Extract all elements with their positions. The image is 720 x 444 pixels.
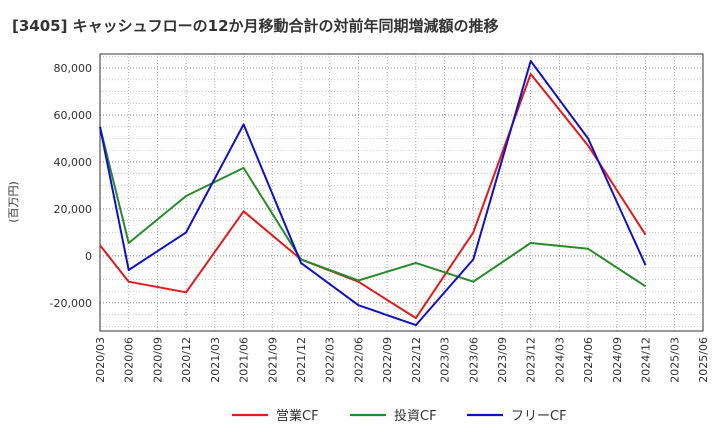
x-tick-label: 2024/06: [582, 337, 595, 383]
x-tick-label: 2023/12: [525, 337, 538, 383]
x-tick-label: 2021/12: [295, 337, 308, 383]
x-tick-label: 2020/12: [180, 337, 193, 383]
x-tick-label: 2021/06: [238, 337, 251, 383]
x-tick-label: 2022/12: [410, 337, 423, 383]
legend-label: 投資CF: [394, 408, 437, 424]
x-tick-label: 2020/06: [123, 337, 136, 383]
x-tick-label: 2021/09: [266, 337, 279, 383]
chart-title: [3405] キャッシュフローの12か月移動合計の対前年同期増減額の推移: [12, 17, 499, 35]
x-tick-label: 2022/09: [381, 337, 394, 383]
x-tick-label: 2023/03: [439, 337, 452, 383]
legend-label: フリーCF: [511, 409, 567, 424]
y-tick-label: 40,000: [54, 156, 93, 169]
x-tick-label: 2023/09: [496, 337, 509, 383]
y-tick-label: 60,000: [54, 109, 93, 122]
series-line: [99, 73, 647, 320]
x-tick-label: 2025/06: [697, 337, 710, 383]
x-tick-label: 2024/03: [553, 337, 566, 383]
x-tick-label: 2020/09: [151, 337, 164, 383]
y-tick-label: -20,000: [50, 297, 92, 310]
y-tick-label: 0: [85, 250, 92, 263]
axes: -20,000 0 20,000 40,000 60,000 80,000 2020/03 2…: [50, 53, 710, 383]
legend-label: 営業CF: [276, 408, 319, 424]
series-line: [99, 126, 647, 288]
y-tick-label: 80,000: [54, 62, 93, 75]
series-lines: [99, 60, 647, 327]
x-tick-label: 2024/12: [640, 337, 653, 383]
x-tick-label: 2020/03: [94, 337, 107, 383]
x-tick-label: 2025/03: [668, 337, 681, 383]
x-tick-label: 2024/09: [611, 337, 624, 383]
series-line: [99, 60, 647, 327]
x-tick-label: 2022/06: [352, 337, 365, 383]
x-tick-label: 2023/06: [467, 337, 480, 383]
y-tick-label: 20,000: [54, 203, 93, 216]
legend: 営業CF 投資CF フリーCF: [232, 408, 567, 424]
y-axis-label: (百万円): [7, 181, 20, 223]
x-tick-label: 2021/03: [209, 337, 222, 383]
x-tick-label: 2022/03: [324, 337, 337, 383]
plot-frame: [99, 53, 704, 332]
